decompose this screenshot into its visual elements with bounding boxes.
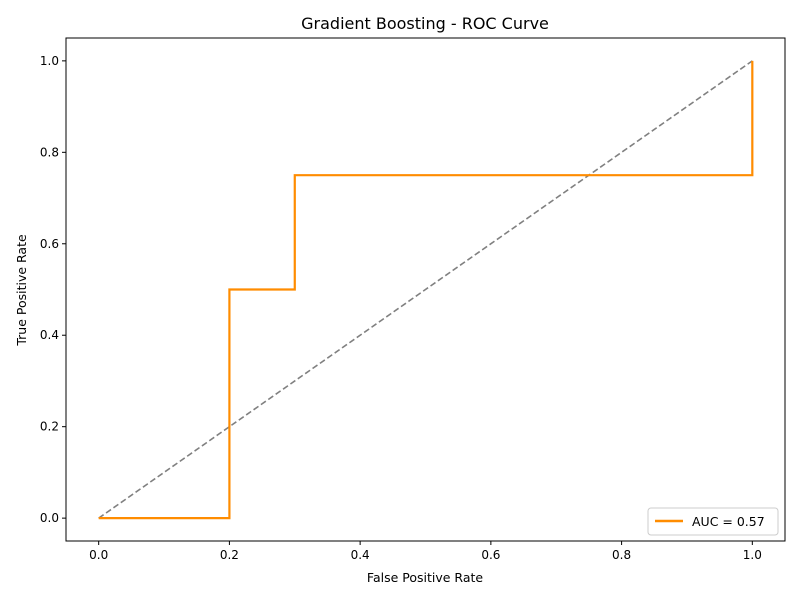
y-tick-label: 0.4	[40, 328, 59, 342]
y-tick-label: 0.6	[40, 237, 59, 251]
chance-diagonal-line	[98, 60, 753, 519]
y-tick-label: 1.0	[40, 54, 59, 68]
y-tick-label: 0.8	[40, 145, 59, 159]
roc-curve-line	[98, 60, 754, 520]
legend: AUC = 0.57	[647, 507, 779, 536]
x-tick-label: 0.0	[89, 548, 108, 562]
y-tick-label: 0.2	[40, 420, 59, 434]
legend-box	[647, 507, 779, 536]
plot-layer	[98, 60, 754, 520]
plot-frame	[65, 37, 786, 542]
x-tick-label: 0.2	[220, 548, 239, 562]
x-tick-label: 0.4	[351, 548, 370, 562]
y-axis-label: True Positive Rate	[14, 234, 29, 347]
legend-label-roc: AUC = 0.57	[692, 514, 765, 529]
chart-title: Gradient Boosting - ROC Curve	[301, 14, 549, 33]
ticks-layer: 0.0 0.2 0.4 0.6 0.8 1.0 0.0 0.2 0.4 0.6 0.8 1.0	[40, 54, 762, 562]
x-tick-label: 0.6	[481, 548, 500, 562]
x-axis-label: False Positive Rate	[367, 570, 483, 585]
x-tick-label: 1.0	[743, 548, 762, 562]
y-tick-label: 0.0	[40, 511, 59, 525]
x-tick-label: 0.8	[612, 548, 631, 562]
